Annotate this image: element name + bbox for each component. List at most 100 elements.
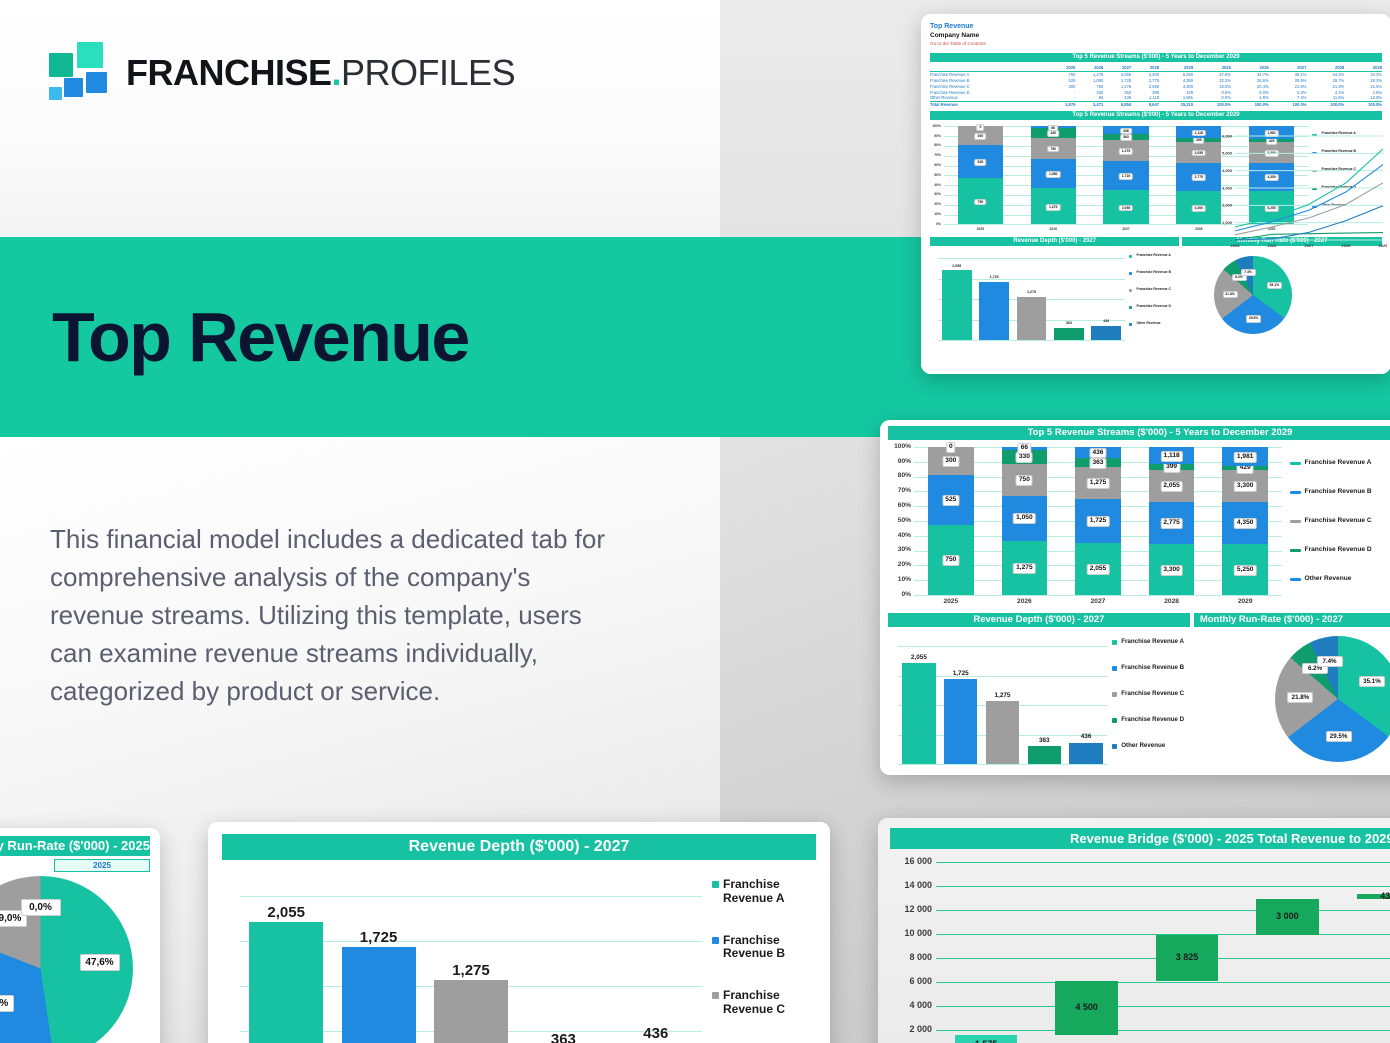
legend-item: Franchise Revenue C: [1129, 287, 1177, 293]
grid-line: [898, 764, 1108, 765]
logo-square-blue-large: [86, 72, 107, 93]
x-axis-tick-label: 2029: [1237, 598, 1253, 605]
legend-item: Other Revenue: [1112, 742, 1190, 749]
depth-chart-title: Revenue Depth ($'000) - 2027: [888, 613, 1190, 627]
mini-stacked-bar-chart: 100% 90% 80% 70% 60% 50% 40% 30% 20% 10% 0% 750 525 3…: [930, 122, 1382, 235]
bar-value-label: 2,775: [1191, 174, 1207, 181]
mini-depth-title: Revenue Depth ($'000) - 2027: [930, 237, 1180, 247]
legend-label: Franchise Revenue B: [1321, 149, 1356, 154]
x-axis-tick-label: 2025: [976, 227, 985, 232]
bridge-bar: [1055, 981, 1118, 1036]
svg-text:5,000: 5,000: [1222, 151, 1233, 156]
grid-line: [936, 934, 1390, 935]
spreadsheet-view-small: Top Revenue Company Name Go to the Table…: [921, 14, 1390, 374]
stacked-bar-chart: 100% 90% 80% 70% 60% 50% 40% 30% 20% 10% 0% 750 525 3…: [888, 442, 1390, 611]
legend-label: Franchise Revenue C: [1136, 287, 1171, 292]
bridge-bar-label: 3 825: [1175, 952, 1199, 963]
depth-bar: [1027, 746, 1062, 764]
bar-value-label: 525: [974, 158, 987, 166]
bar-value-label: 1,275: [1118, 147, 1134, 155]
bar-value-label: 363: [1120, 134, 1132, 141]
y-axis-tick-label: 30%: [934, 192, 941, 197]
legend-swatch: [1112, 744, 1118, 749]
legend-swatch: [1290, 577, 1301, 581]
revenue-split-pie-chart: 35.1%29.5%21.8%6.2%7.4%Franchise Revenue…: [1197, 630, 1390, 770]
pie-slice-label: 21.8%: [1222, 291, 1238, 299]
legend-item: Franchise Revenue D: [1129, 304, 1177, 310]
depth-bar: [979, 281, 1010, 341]
depth-bar-label: 363: [1038, 736, 1050, 744]
bar-value-label: 436: [1120, 127, 1132, 135]
y-axis-tick-label: 60%: [934, 162, 941, 167]
depth-bar-label: 1,725: [952, 669, 969, 677]
depth-bar-label: 1,275: [452, 962, 490, 980]
bar-value-label: 1,118: [1191, 129, 1206, 137]
y-axis-tick-label: 70%: [897, 487, 911, 495]
svg-text:2028: 2028: [1342, 243, 1352, 248]
pie-2025-title: Monthly Run-Rate ($'000) - 2025: [0, 836, 150, 856]
logo-mark-icon: [48, 42, 112, 104]
y-axis-tick-label: 20%: [897, 561, 911, 569]
depth-bar-label: 2,055: [910, 653, 927, 661]
legend-item: Franchise Revenue A: [712, 877, 822, 906]
svg-text:4,000: 4,000: [1222, 168, 1233, 173]
legend-swatch: [712, 992, 719, 1000]
revenue-depth-chart: 2,055 1,725 1,275 363 436 Franchise Revenue A…: [888, 630, 1194, 770]
y-axis-tick-label: 30%: [897, 546, 911, 554]
bar-value-label: 2,055: [1160, 481, 1183, 492]
legend-item: Other Revenue: [1129, 322, 1177, 327]
y-axis-tick-label: 14 000: [904, 880, 932, 890]
bridge-chart: 1 575 4 500 3 825 3 000 439: [936, 862, 1390, 1043]
legend-item: Franchise Revenue B: [1112, 664, 1190, 671]
bridge-bar: [1256, 899, 1319, 936]
table-of-contents-link[interactable]: Go to the Table of Contents: [930, 41, 986, 46]
pie-slice-label: 21.8%: [1287, 691, 1314, 703]
legend-label: Franchise Revenue B: [1304, 488, 1372, 495]
legend-item: Franchise Revenue C: [1290, 517, 1390, 525]
legend-swatch: [1129, 289, 1133, 293]
legend-swatch: [1112, 640, 1118, 645]
legend-item: Franchise Revenue B: [1290, 488, 1390, 496]
legend-label: Franchise Revenue D: [1304, 546, 1372, 553]
depth-bar: [985, 701, 1020, 764]
bar-value-label: 1,981: [1233, 451, 1257, 463]
bar-value-label: 399: [1192, 137, 1205, 144]
bar-value-label: 1,725: [1086, 516, 1110, 528]
bridge-bar: [1356, 893, 1390, 900]
depth-bar: [902, 662, 936, 764]
pie-2025-year-tab[interactable]: 2025: [54, 859, 150, 872]
bar-value-label: 750: [942, 554, 960, 566]
page-description: This financial model includes a dedicate…: [50, 524, 605, 706]
x-axis-tick-label: 2026: [1049, 227, 1057, 232]
depth-bar-label: 436: [1103, 318, 1110, 323]
legend-item: Franchise Revenue B: [1129, 271, 1177, 276]
grid-line: [240, 941, 702, 942]
legend-swatch: [1290, 490, 1301, 494]
bar-value-label: 5,250: [1233, 564, 1257, 576]
legend-label: Franchise Revenue D: [1136, 304, 1171, 309]
legend-item: Franchise Revenue A: [1290, 459, 1390, 467]
grid-line: [936, 910, 1390, 911]
table-row: Franchise Revenue D -330 363 399 429 0.0% 9.0%…: [930, 89, 1382, 95]
y-axis-tick-label: 100%: [932, 123, 941, 128]
bridge-bar-label: 1 575: [955, 1039, 1017, 1043]
pie-slice-label: 0,0%: [20, 899, 61, 917]
y-axis-tick-label: 90%: [934, 133, 941, 138]
legend-label: Franchise Revenue D: [1121, 716, 1185, 723]
bridge-y-axis: 16 000 14 000 12 000 10 000 8 000 6 000 4 000 2…: [884, 856, 936, 1043]
pie-slice-label: 47,6%: [79, 954, 120, 972]
grid-line: [936, 982, 1390, 983]
bar-value-label: 1,050: [1013, 513, 1036, 525]
bridge-bar-label: 439: [1380, 890, 1390, 901]
bar-value-label: 300: [974, 133, 987, 140]
grid-line: [240, 896, 702, 897]
y-axis-tick-label: 10%: [934, 211, 941, 216]
logo-square-teal-dark: [49, 53, 73, 77]
bar-value-label: 4,350: [1233, 518, 1257, 530]
bar-value-label: 1,275: [1013, 562, 1036, 574]
legend-swatch: [1129, 306, 1133, 310]
table-row: Franchise Revenue C 300 750 1,275 2,055 3,300…: [930, 83, 1382, 89]
depth-bar-label: 2,055: [267, 903, 305, 921]
legend-swatch: [1290, 461, 1301, 465]
depth-large-chart: 2,055 1,725 1,275 363 436: [222, 870, 712, 1043]
